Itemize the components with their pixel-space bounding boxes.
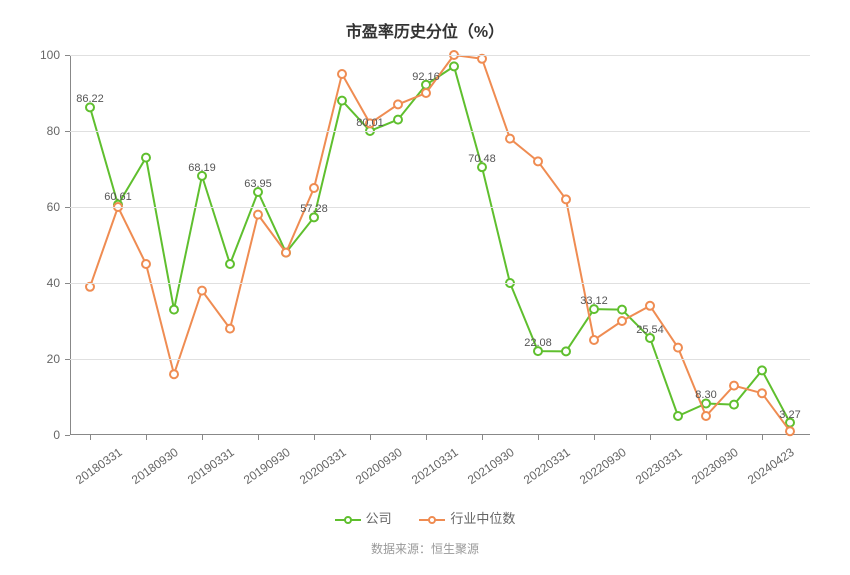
x-label: 20200331 xyxy=(297,445,349,487)
x-tick xyxy=(482,435,483,440)
y-label: 20 xyxy=(47,352,70,366)
source-text: 数据来源：恒生聚源 xyxy=(0,540,850,557)
data-label: 33.12 xyxy=(580,295,608,307)
legend-marker-industry xyxy=(419,513,445,527)
data-label: 3.27 xyxy=(779,409,800,421)
data-point xyxy=(338,97,346,105)
data-label: 68.19 xyxy=(188,162,216,174)
data-point xyxy=(786,427,794,435)
x-tick xyxy=(762,435,763,440)
data-point xyxy=(338,70,346,78)
chart-svg xyxy=(70,55,810,435)
data-label: 8.30 xyxy=(695,390,716,402)
grid-line xyxy=(70,359,810,360)
data-label: 60.61 xyxy=(104,191,132,203)
x-tick xyxy=(370,435,371,440)
data-point xyxy=(142,260,150,268)
y-label: 0 xyxy=(53,428,70,442)
x-tick xyxy=(706,435,707,440)
data-point xyxy=(618,317,626,325)
data-point xyxy=(170,370,178,378)
data-label: 57.28 xyxy=(300,204,328,216)
chart-title: 市盈率历史分位（%） xyxy=(0,0,850,42)
legend-label: 行业中位数 xyxy=(450,511,515,526)
x-tick xyxy=(314,435,315,440)
data-label: 92.16 xyxy=(412,71,440,83)
data-point xyxy=(646,302,654,310)
data-point xyxy=(730,382,738,390)
y-label: 80 xyxy=(47,124,70,138)
chart-container: 市盈率历史分位（%） 02040608010020180331201809302… xyxy=(0,0,850,575)
legend-marker-company xyxy=(335,513,361,527)
data-point xyxy=(142,154,150,162)
x-label: 20230331 xyxy=(633,445,685,487)
data-point xyxy=(478,55,486,63)
data-point xyxy=(226,325,234,333)
data-label: 22.08 xyxy=(524,337,552,349)
data-point xyxy=(226,260,234,268)
x-tick xyxy=(650,435,651,440)
x-label: 20210331 xyxy=(409,445,461,487)
data-point xyxy=(310,184,318,192)
data-point xyxy=(562,195,570,203)
x-label: 20220331 xyxy=(521,445,573,487)
grid-line xyxy=(70,55,810,56)
data-point xyxy=(198,287,206,295)
series-line xyxy=(90,55,790,431)
data-label: 63.95 xyxy=(244,178,272,190)
y-label: 60 xyxy=(47,200,70,214)
data-point xyxy=(590,336,598,344)
x-label: 20190930 xyxy=(241,445,293,487)
data-point xyxy=(86,283,94,291)
x-label: 20190331 xyxy=(185,445,237,487)
legend-label: 公司 xyxy=(366,511,392,526)
data-label: 86.22 xyxy=(76,94,104,106)
x-label: 20220930 xyxy=(577,445,629,487)
x-label: 20240423 xyxy=(745,445,797,487)
data-point xyxy=(730,401,738,409)
x-label: 20230930 xyxy=(689,445,741,487)
data-point xyxy=(674,412,682,420)
data-point xyxy=(702,412,710,420)
data-point xyxy=(618,306,626,314)
x-tick xyxy=(146,435,147,440)
data-point xyxy=(254,211,262,219)
y-label: 40 xyxy=(47,276,70,290)
data-point xyxy=(562,347,570,355)
data-point xyxy=(394,100,402,108)
x-tick xyxy=(594,435,595,440)
plot-area: 0204060801002018033120180930201903312019… xyxy=(70,55,810,435)
data-point xyxy=(506,135,514,143)
x-tick xyxy=(202,435,203,440)
grid-line xyxy=(70,283,810,284)
y-label: 100 xyxy=(40,48,70,62)
data-point xyxy=(394,116,402,124)
data-label: 80.01 xyxy=(356,117,384,129)
data-point xyxy=(422,89,430,97)
data-label: 70.48 xyxy=(468,153,496,165)
x-label: 20180331 xyxy=(73,445,125,487)
data-label: 25.54 xyxy=(636,324,664,336)
data-point xyxy=(450,62,458,70)
legend: 公司 行业中位数 xyxy=(0,508,850,527)
x-tick xyxy=(538,435,539,440)
data-point xyxy=(758,389,766,397)
grid-line xyxy=(70,131,810,132)
grid-line xyxy=(70,207,810,208)
data-point xyxy=(758,366,766,374)
data-point xyxy=(534,157,542,165)
x-label: 20180930 xyxy=(129,445,181,487)
x-tick xyxy=(258,435,259,440)
x-label: 20200930 xyxy=(353,445,405,487)
data-point xyxy=(282,249,290,257)
data-point xyxy=(170,306,178,314)
x-tick xyxy=(426,435,427,440)
legend-item-company: 公司 xyxy=(335,508,392,527)
x-label: 20210930 xyxy=(465,445,517,487)
legend-item-industry: 行业中位数 xyxy=(419,508,515,527)
data-point xyxy=(674,344,682,352)
x-tick xyxy=(90,435,91,440)
series-line xyxy=(90,66,790,422)
